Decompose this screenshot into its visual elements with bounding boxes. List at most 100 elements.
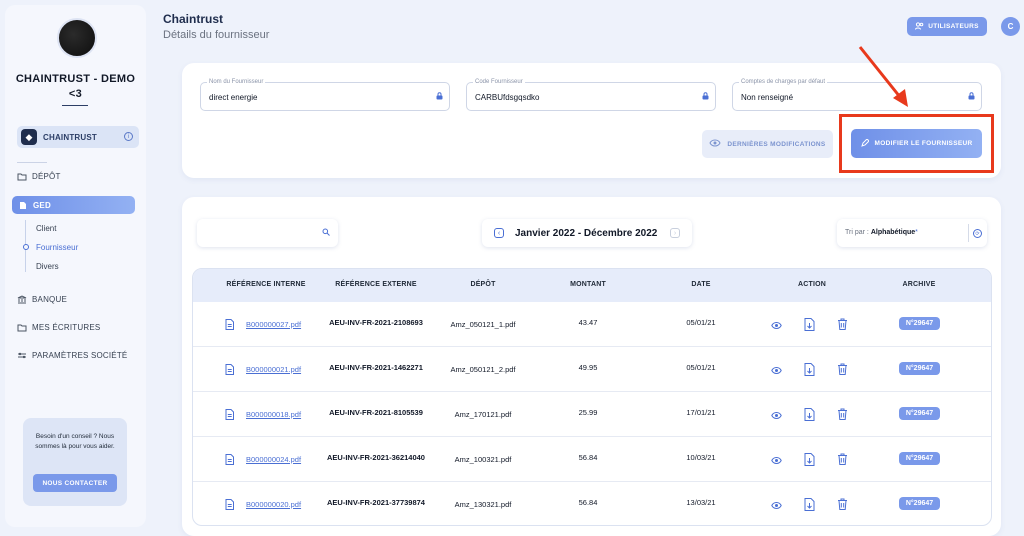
users-icon — [915, 21, 924, 32]
trash-icon[interactable] — [837, 408, 848, 420]
download-file-icon[interactable] — [804, 498, 815, 511]
date: 10/03/21 — [686, 453, 716, 462]
edit-supplier-button[interactable]: MODIFIER LE FOURNISSEUR — [851, 129, 982, 158]
view-eye-icon[interactable] — [771, 365, 782, 376]
field-label: Code Fournisseur — [473, 79, 525, 85]
depot-file: Amz_170121.pdf — [454, 410, 512, 419]
divider — [968, 224, 969, 242]
column-header: MONTANT — [570, 281, 606, 288]
sort-marker: * — [915, 229, 918, 236]
field-label: Comptes de charges par défaut — [739, 79, 828, 85]
file-icon — [225, 364, 234, 375]
page-subtitle: Détails du fournisseur — [163, 29, 270, 41]
file-icon — [225, 499, 234, 510]
download-file-icon[interactable] — [804, 363, 815, 376]
search-input[interactable] — [197, 219, 338, 247]
view-eye-icon[interactable] — [771, 320, 782, 331]
external-ref: AEU-INV-FR-2021-1462271 — [329, 363, 423, 372]
sidebar-subitem-client[interactable]: Client — [36, 224, 57, 233]
company-name: CHAINTRUST - DEMO <3 — [11, 72, 140, 102]
sidebar-item-ged[interactable]: GED — [12, 196, 135, 214]
sort-toggle-icon[interactable]: ⟳ — [973, 229, 982, 238]
supplier-code-field[interactable]: Code Fournisseur CARBUfdsgqsdko — [466, 79, 716, 111]
external-ref: AEU-INV-FR-2021-2108693 — [329, 318, 423, 327]
arrow-annotation-icon — [858, 46, 908, 107]
amount: 25.99 — [578, 408, 598, 417]
field-label: Nom du Fournisseur — [207, 79, 266, 85]
column-header: RÉFÉRENCE EXTERNE — [335, 281, 417, 288]
archive-badge[interactable]: N°29647 — [899, 317, 940, 330]
search-icon — [322, 228, 330, 236]
lock-icon — [436, 92, 443, 100]
archive-badge[interactable]: N°29647 — [899, 452, 940, 465]
table-row: B000000024.pdf AEU-INV-FR-2021-36214040 Am… — [193, 437, 991, 482]
sidebar-item-parametres[interactable]: PARAMÈTRES SOCIÉTÉ — [17, 351, 127, 360]
trash-icon[interactable] — [837, 498, 848, 510]
chevron-left-icon[interactable]: ‹ — [494, 228, 504, 238]
period-label: Janvier 2022 - Décembre 2022 — [515, 228, 658, 239]
sidebar-item-label: MES ÉCRITURES — [32, 323, 101, 332]
internal-ref-link[interactable]: B000000021.pdf — [246, 365, 302, 374]
divider — [17, 162, 47, 163]
depot-file: Amz_130321.pdf — [454, 500, 512, 509]
view-eye-icon[interactable] — [771, 455, 782, 466]
date: 13/03/21 — [686, 498, 716, 507]
workspace-logo-icon: ◆ — [21, 129, 37, 145]
view-eye-icon[interactable] — [771, 500, 782, 511]
divider — [62, 105, 88, 106]
trash-icon[interactable] — [837, 363, 848, 375]
pencil-icon — [860, 137, 870, 149]
help-card: Besoin d'un conseil ? Nous sommes là pou… — [23, 418, 127, 506]
file-icon — [225, 319, 234, 330]
sidebar-item-banque[interactable]: BANQUE — [17, 295, 67, 304]
supplier-name-field[interactable]: Nom du Fournisseur direct energie — [200, 79, 450, 111]
amount: 49.95 — [578, 363, 598, 372]
internal-ref-link[interactable]: B000000018.pdf — [246, 410, 302, 419]
file-icon — [225, 409, 234, 420]
internal-ref-link[interactable]: B000000027.pdf — [246, 320, 302, 329]
user-avatar[interactable]: C — [1001, 17, 1020, 36]
company-avatar — [57, 18, 97, 58]
history-button-label: DERNIÈRES MODIFICATIONS — [727, 140, 826, 148]
trash-icon[interactable] — [837, 453, 848, 465]
sidebar-item-depot[interactable]: DÉPÔT — [17, 172, 61, 181]
archive-badge[interactable]: N°29647 — [899, 497, 940, 510]
column-header: ACTION — [797, 281, 827, 288]
workspace-selector[interactable]: ◆ CHAINTRUST i — [17, 126, 139, 148]
history-button[interactable]: DERNIÈRES MODIFICATIONS — [702, 130, 833, 158]
date: 17/01/21 — [686, 408, 716, 417]
users-button[interactable]: UTILISATEURS — [907, 17, 987, 36]
internal-ref-link[interactable]: B000000020.pdf — [246, 500, 302, 509]
download-file-icon[interactable] — [804, 318, 815, 331]
date: 05/01/21 — [686, 363, 716, 372]
field-value: direct energie — [209, 93, 258, 102]
sidebar-item-label: PARAMÈTRES SOCIÉTÉ — [32, 351, 128, 360]
bank-icon — [17, 295, 27, 304]
external-ref: AEU-INV-FR-2021-36214040 — [327, 453, 425, 462]
depot-file: Amz_050121_1.pdf — [450, 320, 516, 329]
chevron-right-icon[interactable]: › — [670, 228, 680, 238]
internal-ref-link[interactable]: B000000024.pdf — [246, 455, 302, 464]
view-eye-icon[interactable] — [771, 410, 782, 421]
trash-icon[interactable] — [837, 318, 848, 330]
documents-table: RÉFÉRENCE INTERNE RÉFÉRENCE EXTERNE DÉPÔ… — [192, 268, 992, 526]
sidebar-subitem-divers[interactable]: Divers — [36, 262, 59, 271]
download-file-icon[interactable] — [804, 453, 815, 466]
sidebar-item-ecritures[interactable]: MES ÉCRITURES — [17, 323, 100, 332]
field-value: CARBUfdsgqsdko — [475, 93, 540, 102]
sort-label: Tri par : Alphabétique* — [845, 229, 918, 236]
table-row: B000000018.pdf AEU-INV-FR-2021-8105539 Amz… — [193, 392, 991, 437]
sidebar-subitem-fournisseur[interactable]: Fournisseur — [36, 243, 79, 252]
sort-selector[interactable]: Tri par : Alphabétique* ⟳ — [837, 219, 987, 247]
column-header: ARCHIVE — [902, 281, 936, 288]
company-name-line2: <3 — [68, 88, 83, 100]
period-selector: ‹ Janvier 2022 - Décembre 2022 › — [482, 219, 692, 247]
external-ref: AEU-INV-FR-2021-8105539 — [329, 408, 423, 417]
archive-badge[interactable]: N°29647 — [899, 407, 940, 420]
default-accounts-field[interactable]: Comptes de charges par défaut Non rensei… — [732, 79, 982, 111]
external-ref: AEU-INV-FR-2021-37739874 — [327, 498, 425, 507]
info-icon[interactable]: i — [124, 132, 133, 141]
download-file-icon[interactable] — [804, 408, 815, 421]
contact-button[interactable]: NOUS CONTACTER — [33, 474, 117, 492]
archive-badge[interactable]: N°29647 — [899, 362, 940, 375]
